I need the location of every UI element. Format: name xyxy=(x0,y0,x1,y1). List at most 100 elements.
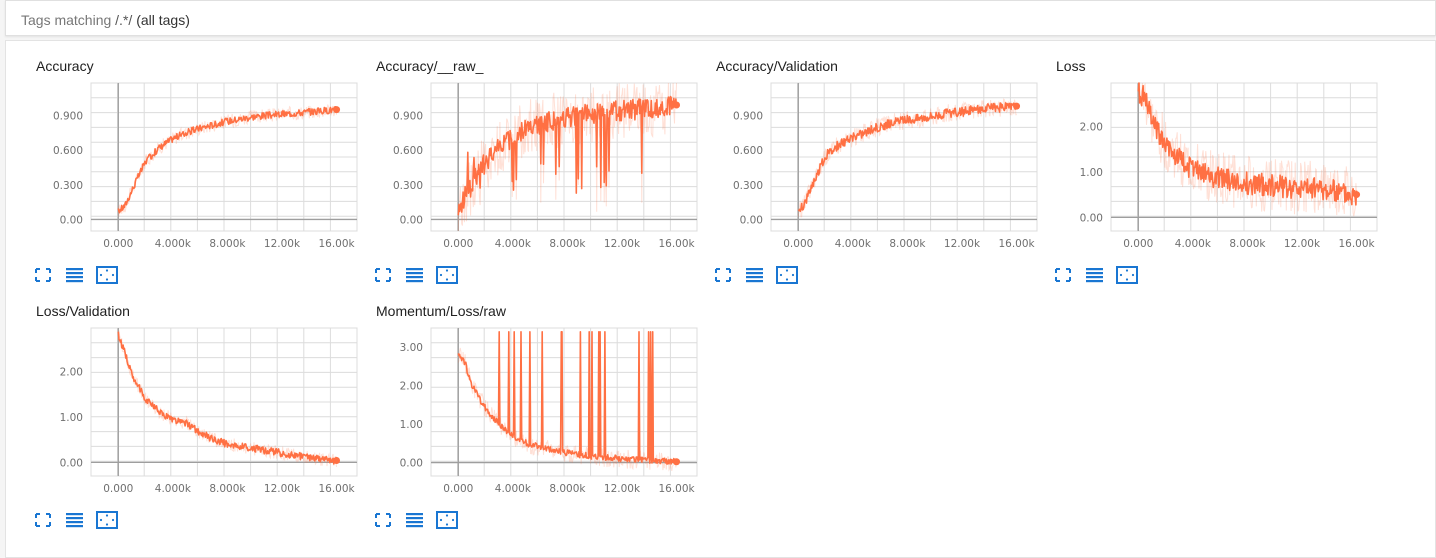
x-tick-label: 12.00k xyxy=(264,238,301,250)
list-icon-bar xyxy=(746,280,763,283)
last-point-dot xyxy=(673,458,681,466)
x-tick-label: 0.000 xyxy=(783,238,813,250)
list-icon-bar xyxy=(66,525,83,528)
y-tick-label: 2.00 xyxy=(60,366,83,378)
list-icon-bar xyxy=(406,280,423,283)
list-icon-bar xyxy=(406,517,423,520)
list-icon-bar xyxy=(406,276,423,279)
smoothed-series-line xyxy=(797,102,1017,213)
fit-domain-icon-frame xyxy=(1116,266,1138,284)
list-icon-bar xyxy=(66,276,83,279)
x-tick-label: 8.000k xyxy=(1229,238,1266,250)
list-icon-bar xyxy=(66,513,83,516)
y-tick-label: 0.00 xyxy=(60,457,83,469)
fullscreen-icon[interactable] xyxy=(375,268,391,282)
fit-domain-icon-dot xyxy=(785,269,789,272)
fit-domain-icon[interactable] xyxy=(1116,266,1138,284)
fit-domain-icon[interactable] xyxy=(436,266,458,284)
list-icon-bar xyxy=(406,513,423,516)
fit-domain-icon-dot xyxy=(785,278,789,281)
x-tick-label: 0.000 xyxy=(103,483,133,495)
list-icon-bar xyxy=(66,280,83,283)
x-tick-label: 16.00k xyxy=(658,483,695,495)
fit-domain-icon-dot xyxy=(105,523,109,526)
x-tick-label: 4.000k xyxy=(495,238,532,250)
fit-domain-icon-frame xyxy=(436,266,458,284)
x-tick-label: 8.000k xyxy=(209,238,246,250)
list-icon-bar xyxy=(66,272,83,275)
list-icon-bar xyxy=(406,525,423,528)
fullscreen-icon[interactable] xyxy=(1055,268,1071,282)
x-tick-label: 0.000 xyxy=(1123,238,1153,250)
fit-domain-icon[interactable] xyxy=(776,266,798,284)
fit-domain-icon-dot xyxy=(105,278,109,281)
fit-domain-icon-dot xyxy=(791,273,795,277)
fit-domain-icon[interactable] xyxy=(96,511,118,529)
fullscreen-icon[interactable] xyxy=(375,513,391,527)
y-tick-label: 2.00 xyxy=(400,381,423,393)
y-tick-label: 0.00 xyxy=(1080,212,1103,224)
chart-title: Loss xyxy=(1056,58,1086,74)
y-tick-label: 1.00 xyxy=(60,412,83,424)
last-point-dot xyxy=(1353,191,1361,199)
chart-svg-4: 0.000 4.000k 8.000k 12.00k 16.00k 0.00 1.00 2.0… xyxy=(35,327,358,529)
fit-domain-icon-dot xyxy=(1131,273,1135,277)
fit-domain-icon-frame xyxy=(776,266,798,284)
fit-domain-icon-dot xyxy=(445,514,449,517)
fit-domain-icon-dot xyxy=(445,278,449,281)
last-point-dot xyxy=(1013,102,1021,110)
x-tick-label: 4.000k xyxy=(1175,238,1212,250)
y-tick-label: 0.00 xyxy=(60,214,83,226)
fit-domain-icon-dot xyxy=(99,518,103,522)
x-tick-label: 8.000k xyxy=(549,483,586,495)
tag-filter-bar[interactable]: Tags matching /.*/ (all tags) xyxy=(5,0,1436,36)
x-tick-label: 16.00k xyxy=(1338,238,1375,250)
fit-domain-icon[interactable] xyxy=(96,266,118,284)
chart-card-accuracy-validation: Accuracy/Validation 0.000 4.000k 8.000k 12.… xyxy=(686,41,1038,286)
fit-domain-icon-dot xyxy=(445,269,449,272)
list-icon[interactable] xyxy=(1086,268,1103,283)
fit-domain-icon-dot xyxy=(1125,278,1129,281)
fit-domain-icon-dot xyxy=(439,518,443,522)
fullscreen-icon[interactable] xyxy=(35,268,51,282)
y-tick-label: 3.00 xyxy=(400,342,423,354)
list-icon[interactable] xyxy=(66,513,83,528)
x-tick-label: 12.00k xyxy=(604,483,641,495)
list-icon[interactable] xyxy=(406,513,423,528)
tag-filter-regex: /.*/ xyxy=(115,12,133,28)
list-icon[interactable] xyxy=(66,268,83,283)
chart-svg-1: 0.000 4.000k 8.000k 12.00k 16.00k 0.00 0.300 0.… xyxy=(375,82,698,284)
chart-title: Loss/Validation xyxy=(36,303,130,319)
smoothed-series-line xyxy=(117,331,338,465)
chart-title: Accuracy xyxy=(36,58,94,74)
tag-filter-label: Tags matching /.*/ (all tags) xyxy=(21,12,190,28)
scalar-chart-grid: Accuracy 0.000 4.000k 8.000k 12.00k 16.00k 0.… xyxy=(5,40,1436,558)
list-icon-bar xyxy=(1086,272,1103,275)
fullscreen-icon[interactable] xyxy=(715,268,731,282)
chart-card-loss-validation: Loss/Validation 0.000 4.000k 8.000k 12.00k 1… xyxy=(6,286,358,531)
x-tick-label: 4.000k xyxy=(495,483,532,495)
fit-domain-icon-dot xyxy=(451,273,455,277)
fullscreen-icon[interactable] xyxy=(35,513,51,527)
tag-filter-prefix: Tags matching xyxy=(21,12,112,28)
last-point-dot xyxy=(333,457,341,465)
smoothed-series-line xyxy=(117,106,338,214)
fit-domain-icon-dot xyxy=(451,518,455,522)
chart-svg-3: 0.000 4.000k 8.000k 12.00k 16.00k 0.00 1.00 2.0… xyxy=(1055,82,1378,284)
x-tick-label: 12.00k xyxy=(264,483,301,495)
y-tick-label: 0.00 xyxy=(400,458,423,470)
x-tick-label: 16.00k xyxy=(998,238,1035,250)
chart-title: Momentum/Loss/raw xyxy=(376,303,506,319)
chart-svg-5: 0.000 4.000k 8.000k 12.00k 16.00k 0.00 1.00 2.0… xyxy=(375,327,698,529)
list-icon[interactable] xyxy=(406,268,423,283)
last-point-dot xyxy=(673,101,681,109)
fit-domain-icon-dot xyxy=(99,273,103,277)
chart-card-momentum-loss-raw: Momentum/Loss/raw 0.000 4.000k 8.000k 12.00… xyxy=(346,286,698,531)
y-tick-label: 0.600 xyxy=(393,145,423,157)
list-icon[interactable] xyxy=(746,268,763,283)
chart-svg-0: 0.000 4.000k 8.000k 12.00k 16.00k 0.00 0.300 0.… xyxy=(35,82,358,284)
y-tick-label: 0.300 xyxy=(733,180,763,192)
list-icon-bar xyxy=(746,272,763,275)
fit-domain-icon-dot xyxy=(1125,269,1129,272)
fit-domain-icon[interactable] xyxy=(436,511,458,529)
